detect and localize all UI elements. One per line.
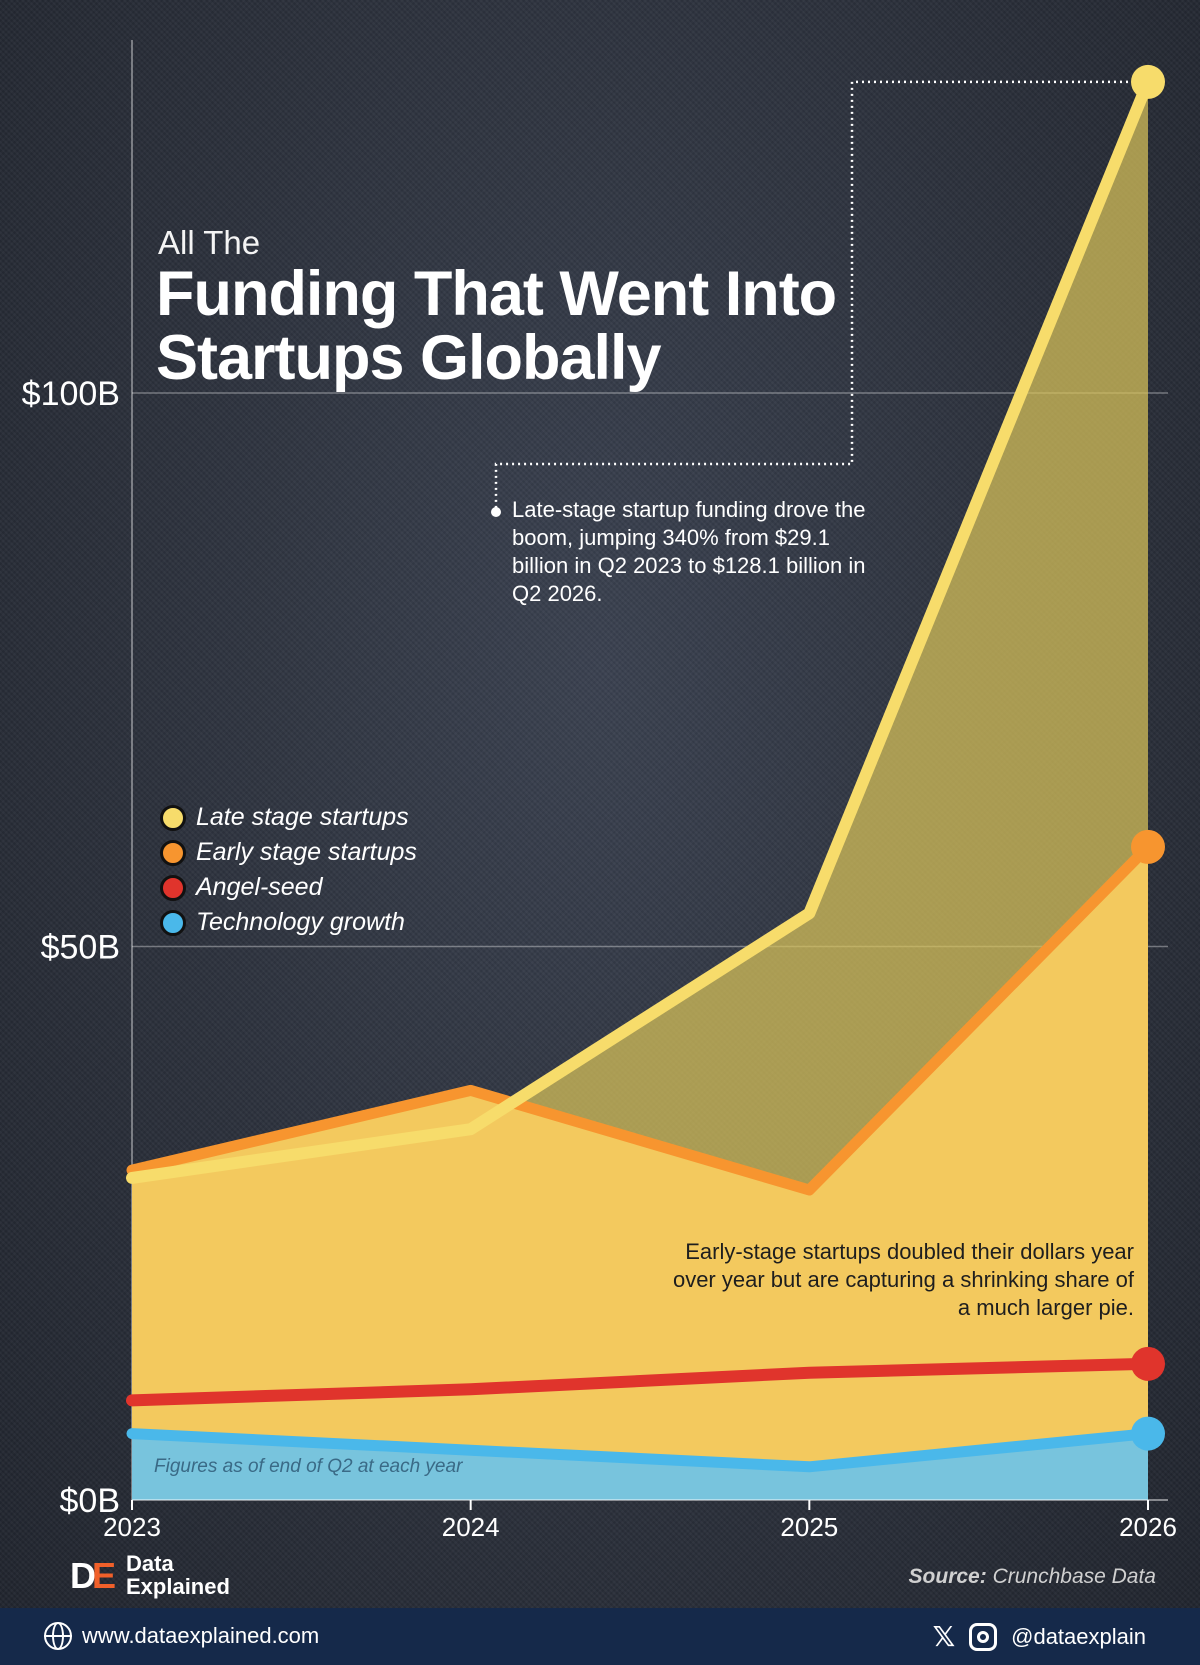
late-stage-annotation: Late-stage startup funding drove the boo… [512,497,866,606]
footer-bar: www.dataexplained.com 𝕏 @dataexplain [0,1608,1200,1665]
page-title: Funding That Went Into Startups Globally [156,259,837,393]
x-tick-label: 2023 [103,1512,161,1542]
brand-name-line2: Explained [126,1574,230,1599]
figures-note: Figures as of end of Q2 at each year [154,1456,463,1477]
globe-icon [44,1622,72,1650]
logo-letter-d: D [70,1555,96,1596]
brand-logo: D E Data Explained [70,1552,230,1598]
legend-item-early-stage: Early stage startups [160,835,417,870]
x-tick-label: 2024 [442,1512,500,1542]
y-tick-label: $100B [22,375,120,413]
legend-swatch-angel-seed [160,874,186,901]
source-value: Crunchbase Data [992,1565,1156,1588]
footer-website[interactable]: www.dataexplained.com [44,1622,319,1650]
endpoint-early-stage-startups [1131,829,1165,864]
legend-label: Technology growth [196,908,405,936]
annotation-leader-dot [491,507,501,517]
legend-label: Angel-seed [196,873,323,901]
footer-social: 𝕏 @dataexplain [933,1620,1146,1653]
endpoint-late-stage-startups [1131,64,1165,99]
legend-item-late-stage: Late stage startups [160,800,417,835]
legend-swatch-technology-growth [160,909,186,936]
legend-label: Late stage startups [196,803,409,831]
source-credit: Source: Crunchbase Data [909,1565,1156,1589]
endpoint-technology-growth [1131,1416,1165,1451]
legend-swatch-early-stage [160,839,186,866]
data-explained-logo-icon: D E [70,1555,122,1596]
logo-letter-e: E [92,1555,117,1596]
x-tick-label: 2026 [1119,1512,1177,1542]
x-tick-label: 2025 [780,1512,838,1542]
x-icon[interactable]: 𝕏 [932,1620,956,1653]
brand-name: Data Explained [126,1552,230,1598]
line-late-stage-startups [126,75,1154,1184]
area-early-stage [132,846,1148,1500]
legend-swatch-late-stage [160,804,186,831]
y-tick-label: $0B [60,1482,121,1520]
brand-name-line1: Data [126,1551,174,1576]
line-early-stage-startups [126,841,1154,1196]
legend-label: Early stage startups [196,838,417,866]
legend-item-technology-growth: Technology growth [160,905,417,940]
y-tick-label: $50B [41,929,120,967]
line-angel-seed [126,1357,1154,1407]
early-stage-annotation: Early-stage startups doubled their dolla… [672,1239,1134,1320]
title-small: All The [158,224,261,261]
line-technology-growth [126,1428,1154,1473]
instagram-icon[interactable] [969,1622,998,1651]
social-handle[interactable]: @dataexplain [1011,1623,1146,1649]
source-label: Source: [908,1565,987,1588]
legend-item-angel-seed: Angel-seed [160,870,417,905]
website-link[interactable]: www.dataexplained.com [82,1623,320,1648]
endpoint-angel-seed [1131,1346,1165,1381]
chart-legend: Late stage startups Early stage startups… [160,800,417,940]
funding-area-chart: $0B $50B $100B 2023 2024 2025 2026 [22,64,1177,1542]
